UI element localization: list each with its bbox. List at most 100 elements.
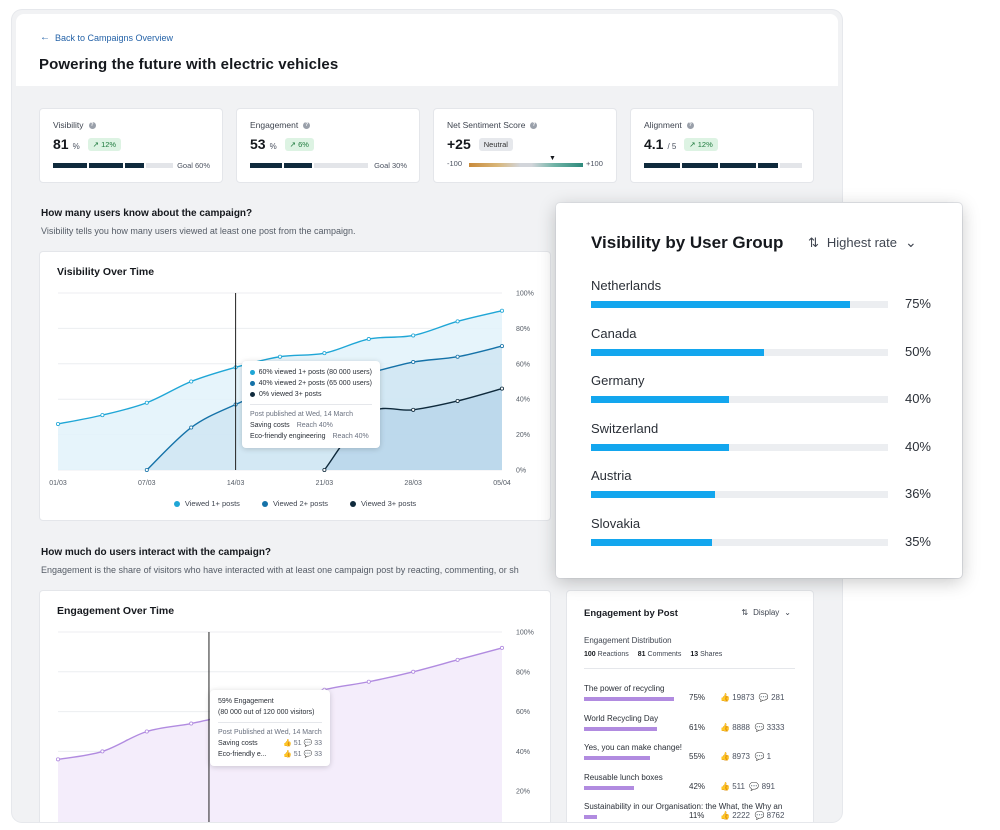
- rate-bar-fill: [591, 301, 850, 308]
- series-3-area: [324, 388, 502, 470]
- user-group-row: Canada 50%: [591, 326, 931, 359]
- display-sort-button[interactable]: ⇅ Display ⌄: [741, 608, 791, 617]
- legend-dot: [350, 500, 357, 507]
- user-group-title: Visibility by User Group: [591, 233, 784, 252]
- thumbs-up-icon: 👍: [720, 722, 730, 732]
- info-icon[interactable]: ?: [88, 121, 96, 129]
- post-engagement-bar: [584, 697, 674, 701]
- divider: [584, 668, 795, 669]
- series-1-point[interactable]: [55, 421, 60, 426]
- legend-item[interactable]: Viewed 1+ posts: [173, 499, 240, 508]
- series-1-point[interactable]: [411, 333, 416, 338]
- series-3-point[interactable]: [455, 398, 460, 403]
- tooltip-post-row: Eco-friendly engineering Reach 40%: [250, 431, 372, 442]
- post-engagement-pct: 61%: [689, 722, 706, 732]
- y-tick-label: 20%: [516, 789, 530, 796]
- series-1-point[interactable]: [277, 354, 282, 359]
- shares-count: 13 Shares: [690, 651, 722, 658]
- app-window: ← Back to Campaigns Overview Powering th…: [12, 10, 842, 822]
- kpi-engagement-value-row: 53 % ↗ 6%: [250, 136, 314, 153]
- series-2-point[interactable]: [189, 425, 194, 430]
- comments-count: 1: [766, 752, 772, 761]
- visibility-tooltip: 60% viewed 1+ posts (80 000 users) 40% v…: [242, 361, 380, 448]
- post-row[interactable]: The power of recycling 75% 👍 19873 💬 281: [584, 684, 799, 702]
- series-3-point[interactable]: [499, 386, 504, 391]
- reactions-number: 100: [584, 651, 596, 658]
- tooltip-post-row: Saving costs Reach 40%: [250, 420, 372, 431]
- y-tick-label: 60%: [516, 709, 530, 716]
- series-1-point[interactable]: [366, 337, 371, 342]
- engagement-point[interactable]: [499, 645, 504, 650]
- y-tick-label: 80%: [516, 669, 530, 676]
- kpi-visibility-value-row: 81 % ↗ 12%: [53, 136, 122, 153]
- engagement-by-post-title: Engagement by Post: [584, 608, 678, 619]
- series-2-point[interactable]: [411, 360, 416, 365]
- info-icon[interactable]: ?: [303, 121, 311, 129]
- x-tick-label: 01/03: [49, 480, 67, 487]
- comment-icon: 💬: [754, 811, 765, 820]
- kpi-alignment-card: Alignment ? 4.1 / 5 ↗ 12%: [630, 108, 814, 183]
- comment-icon: 💬: [749, 781, 760, 791]
- likes-count: 19873: [732, 693, 755, 702]
- engagement-point[interactable]: [100, 749, 105, 754]
- kpi-alignment-label-row: Alignment ?: [644, 120, 694, 130]
- series-3-point[interactable]: [322, 467, 327, 472]
- legend-item[interactable]: Viewed 2+ posts: [261, 499, 328, 508]
- series-1-point[interactable]: [322, 351, 327, 356]
- series-2-point[interactable]: [455, 354, 460, 359]
- series-1-point[interactable]: [499, 308, 504, 313]
- post-engagement-bar: [584, 815, 598, 819]
- back-link[interactable]: ← Back to Campaigns Overview: [40, 32, 173, 43]
- post-row[interactable]: World Recycling Day 61% 👍 8888 💬 3333: [584, 714, 799, 732]
- info-icon[interactable]: ?: [686, 121, 694, 129]
- kpi-sentiment-label-row: Net Sentiment Score ?: [447, 120, 538, 130]
- shares-label: Shares: [700, 651, 723, 658]
- tooltip-row: 40% viewed 2+ posts (65 000 users): [250, 378, 372, 389]
- engagement-point[interactable]: [366, 679, 371, 684]
- series-1-point[interactable]: [455, 319, 460, 324]
- comments-count: 281: [771, 693, 785, 702]
- comments-count: 33: [314, 740, 322, 747]
- engagement-point[interactable]: [144, 729, 149, 734]
- kpi-alignment-unit: / 5: [667, 142, 677, 151]
- rate-value: 40%: [904, 438, 931, 454]
- legend-label: Viewed 3+ posts: [361, 499, 417, 508]
- highest-rate-sort-button[interactable]: ⇅ Highest rate ⌄: [808, 234, 917, 251]
- kpi-engagement-change-badge: ↗ 6%: [284, 138, 314, 151]
- kpi-engagement-value: 53: [250, 136, 266, 152]
- user-group-row: Slovakia 35%: [591, 516, 931, 549]
- post-row[interactable]: Reusable lunch boxes 42% 👍 511 💬 891: [584, 773, 799, 791]
- rate-bar-track: [591, 491, 888, 499]
- series-1-point[interactable]: [144, 400, 149, 405]
- series-3-point[interactable]: [411, 407, 416, 412]
- divider: [250, 404, 372, 405]
- engagement-point[interactable]: [55, 757, 60, 762]
- kpi-alignment-progress: [644, 163, 802, 168]
- engagement-point[interactable]: [455, 657, 460, 662]
- post-engagement-bar: [584, 726, 658, 731]
- info-icon[interactable]: ?: [530, 121, 538, 129]
- series-1-point[interactable]: [189, 379, 194, 384]
- tooltip-post-row: Saving costs 👍 51 💬 33: [218, 738, 322, 749]
- post-row[interactable]: Yes, you can make change! 55% 👍 8973 💬 1: [584, 743, 799, 761]
- post-name: The power of recycling: [584, 684, 665, 693]
- tooltip-line-1: 60% viewed 1+ posts (80 000 users): [258, 369, 372, 376]
- engagement-point[interactable]: [411, 669, 416, 674]
- series-2-point[interactable]: [144, 467, 149, 472]
- sentiment-marker-icon: ▼: [549, 155, 556, 162]
- legend-item[interactable]: Viewed 3+ posts: [350, 499, 416, 508]
- visibility-chart-card: Visibility Over Time 0% 20% 40% 60% 80% 100% 0…: [39, 251, 551, 521]
- post-row[interactable]: Sustainability in our Organisation: the …: [584, 802, 799, 820]
- post-stats: 👍 511 💬 891: [720, 782, 775, 791]
- kpi-alignment-change: 12%: [697, 140, 713, 149]
- y-tick-label: 40%: [516, 397, 530, 404]
- series-1-point[interactable]: [100, 413, 105, 418]
- reactions-label: Reactions: [597, 651, 629, 658]
- rate-value: 75%: [904, 296, 931, 311]
- series-2-point[interactable]: [499, 344, 504, 349]
- rate-bar-track: [591, 539, 888, 546]
- y-tick-label: 100%: [516, 291, 534, 298]
- user-group-row: Netherlands 75%: [591, 278, 931, 311]
- tooltip-post-2-stats: 👍 51 💬 33: [283, 749, 322, 760]
- engagement-point[interactable]: [189, 721, 194, 726]
